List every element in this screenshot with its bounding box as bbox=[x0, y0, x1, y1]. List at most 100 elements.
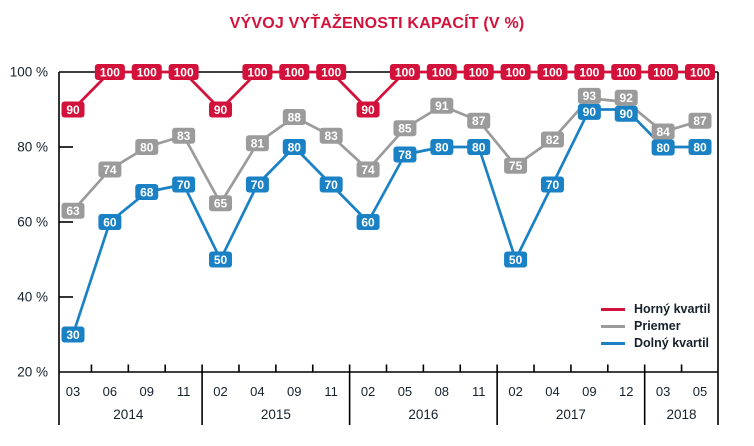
point-label-value-priemer: 93 bbox=[583, 89, 597, 103]
month-tick-label: 02 bbox=[213, 384, 227, 399]
point-label-box-horn-kvartil bbox=[168, 64, 199, 80]
point-label-box-priemer bbox=[467, 112, 491, 129]
chart-title: VÝVOJ VYŤAŽENOSTI KAPACÍT (V %) bbox=[229, 15, 525, 32]
point-label-box-doln-kvartil bbox=[393, 146, 417, 163]
legend-label-priemer: Priemer bbox=[634, 319, 681, 333]
year-label: 2015 bbox=[261, 407, 291, 422]
point-label-value-doln-kvartil: 80 bbox=[472, 140, 486, 154]
point-label-box-horn-kvartil bbox=[209, 101, 233, 118]
point-label-value-priemer: 85 bbox=[398, 122, 412, 136]
point-label-box-horn-kvartil bbox=[279, 64, 310, 80]
point-label-value-priemer: 81 bbox=[251, 137, 265, 151]
point-label-box-doln-kvartil bbox=[61, 326, 85, 343]
y-axis-tick-label: 80 % bbox=[17, 140, 48, 155]
year-label: 2016 bbox=[408, 407, 438, 422]
month-tick-label: 03 bbox=[66, 384, 80, 399]
point-label-box-doln-kvartil bbox=[245, 176, 269, 193]
point-label-value-horn-kvartil: 100 bbox=[469, 65, 489, 79]
point-label-value-priemer: 63 bbox=[66, 204, 80, 218]
point-label-box-doln-kvartil bbox=[614, 105, 638, 122]
point-label-value-horn-kvartil: 100 bbox=[395, 65, 415, 79]
point-label-value-doln-kvartil: 78 bbox=[398, 148, 412, 162]
month-tick-label: 09 bbox=[582, 384, 596, 399]
month-tick-label: 12 bbox=[619, 384, 633, 399]
point-label-box-horn-kvartil bbox=[242, 64, 273, 80]
point-label-box-horn-kvartil bbox=[611, 64, 642, 80]
point-label-value-horn-kvartil: 100 bbox=[616, 65, 636, 79]
point-label-box-doln-kvartil bbox=[467, 139, 491, 155]
point-label-value-horn-kvartil: 100 bbox=[690, 65, 710, 79]
point-label-value-horn-kvartil: 100 bbox=[284, 65, 304, 79]
point-label-box-horn-kvartil bbox=[389, 64, 420, 80]
point-label-value-horn-kvartil: 100 bbox=[506, 65, 526, 79]
point-label-box-doln-kvartil bbox=[135, 184, 159, 200]
point-label-box-priemer bbox=[319, 127, 343, 144]
point-label-value-doln-kvartil: 80 bbox=[288, 140, 302, 154]
month-tick-label: 03 bbox=[656, 384, 670, 399]
month-tick-label: 02 bbox=[508, 384, 522, 399]
point-label-value-priemer: 75 bbox=[509, 159, 523, 173]
point-label-value-priemer: 87 bbox=[472, 114, 486, 128]
point-label-box-priemer bbox=[356, 161, 380, 178]
point-label-box-horn-kvartil bbox=[61, 101, 85, 118]
point-label-box-doln-kvartil bbox=[540, 176, 564, 193]
point-label-box-horn-kvartil bbox=[500, 64, 531, 80]
point-label-box-priemer bbox=[651, 123, 675, 140]
point-label-value-priemer: 87 bbox=[693, 114, 707, 128]
point-label-value-priemer: 82 bbox=[546, 133, 560, 147]
point-label-box-priemer bbox=[209, 195, 233, 212]
point-label-box-priemer bbox=[688, 112, 712, 129]
point-label-box-horn-kvartil bbox=[463, 64, 494, 80]
point-label-box-horn-kvartil bbox=[94, 64, 125, 80]
point-label-value-priemer: 92 bbox=[620, 91, 634, 105]
series-line-priemer bbox=[71, 96, 702, 213]
series-line-horn-kvartil bbox=[71, 70, 702, 111]
legend-item-dolny-kvartil: Dolný kvartil bbox=[601, 335, 710, 351]
month-tick-label: 11 bbox=[177, 384, 191, 399]
point-label-box-priemer bbox=[577, 87, 601, 104]
point-label-value-horn-kvartil: 100 bbox=[579, 65, 599, 79]
month-tick-label: 05 bbox=[398, 384, 412, 399]
legend-item-horny-kvartil: Horný kvartil bbox=[601, 301, 710, 317]
point-label-box-doln-kvartil bbox=[356, 214, 380, 230]
legend-swatch-red-line bbox=[601, 307, 625, 311]
point-label-box-horn-kvartil bbox=[131, 64, 162, 80]
point-label-box-priemer bbox=[393, 120, 417, 137]
point-label-value-horn-kvartil: 90 bbox=[361, 103, 375, 117]
year-label: 2017 bbox=[556, 407, 586, 422]
point-label-box-horn-kvartil bbox=[537, 64, 568, 80]
month-tick-label: 11 bbox=[472, 384, 486, 399]
point-label-value-priemer: 65 bbox=[214, 197, 228, 211]
year-label: 2018 bbox=[667, 407, 697, 422]
month-tick-label: 02 bbox=[361, 384, 375, 399]
point-label-box-priemer bbox=[540, 131, 564, 148]
point-label-value-doln-kvartil: 70 bbox=[324, 178, 338, 192]
legend-swatch-blue-line bbox=[601, 341, 625, 345]
legend-item-priemer: Priemer bbox=[601, 318, 710, 334]
month-tick-label: 08 bbox=[435, 384, 449, 399]
point-label-value-doln-kvartil: 80 bbox=[693, 140, 707, 154]
point-label-value-doln-kvartil: 70 bbox=[177, 178, 191, 192]
point-label-box-doln-kvartil bbox=[172, 176, 196, 193]
point-label-box-priemer bbox=[614, 89, 638, 106]
y-axis-tick-label: 40 % bbox=[17, 290, 48, 305]
month-tick-label: 04 bbox=[545, 384, 559, 399]
point-label-box-horn-kvartil bbox=[316, 64, 347, 80]
point-label-value-horn-kvartil: 100 bbox=[174, 65, 194, 79]
point-label-box-doln-kvartil bbox=[577, 103, 601, 120]
point-label-value-horn-kvartil: 90 bbox=[66, 103, 80, 117]
month-tick-label: 09 bbox=[140, 384, 154, 399]
point-label-value-doln-kvartil: 60 bbox=[103, 215, 117, 229]
point-label-box-priemer bbox=[98, 161, 122, 178]
point-label-value-doln-kvartil: 70 bbox=[546, 178, 560, 192]
point-label-value-horn-kvartil: 100 bbox=[100, 65, 120, 79]
point-label-value-priemer: 80 bbox=[140, 140, 154, 154]
point-label-box-doln-kvartil bbox=[98, 214, 122, 230]
point-label-value-doln-kvartil: 90 bbox=[620, 107, 634, 121]
point-label-value-horn-kvartil: 100 bbox=[321, 65, 341, 79]
point-label-box-priemer bbox=[135, 139, 159, 155]
legend-label-horny-kvartil: Horný kvartil bbox=[634, 302, 711, 316]
point-label-box-doln-kvartil bbox=[282, 139, 306, 155]
point-label-value-horn-kvartil: 100 bbox=[247, 65, 267, 79]
